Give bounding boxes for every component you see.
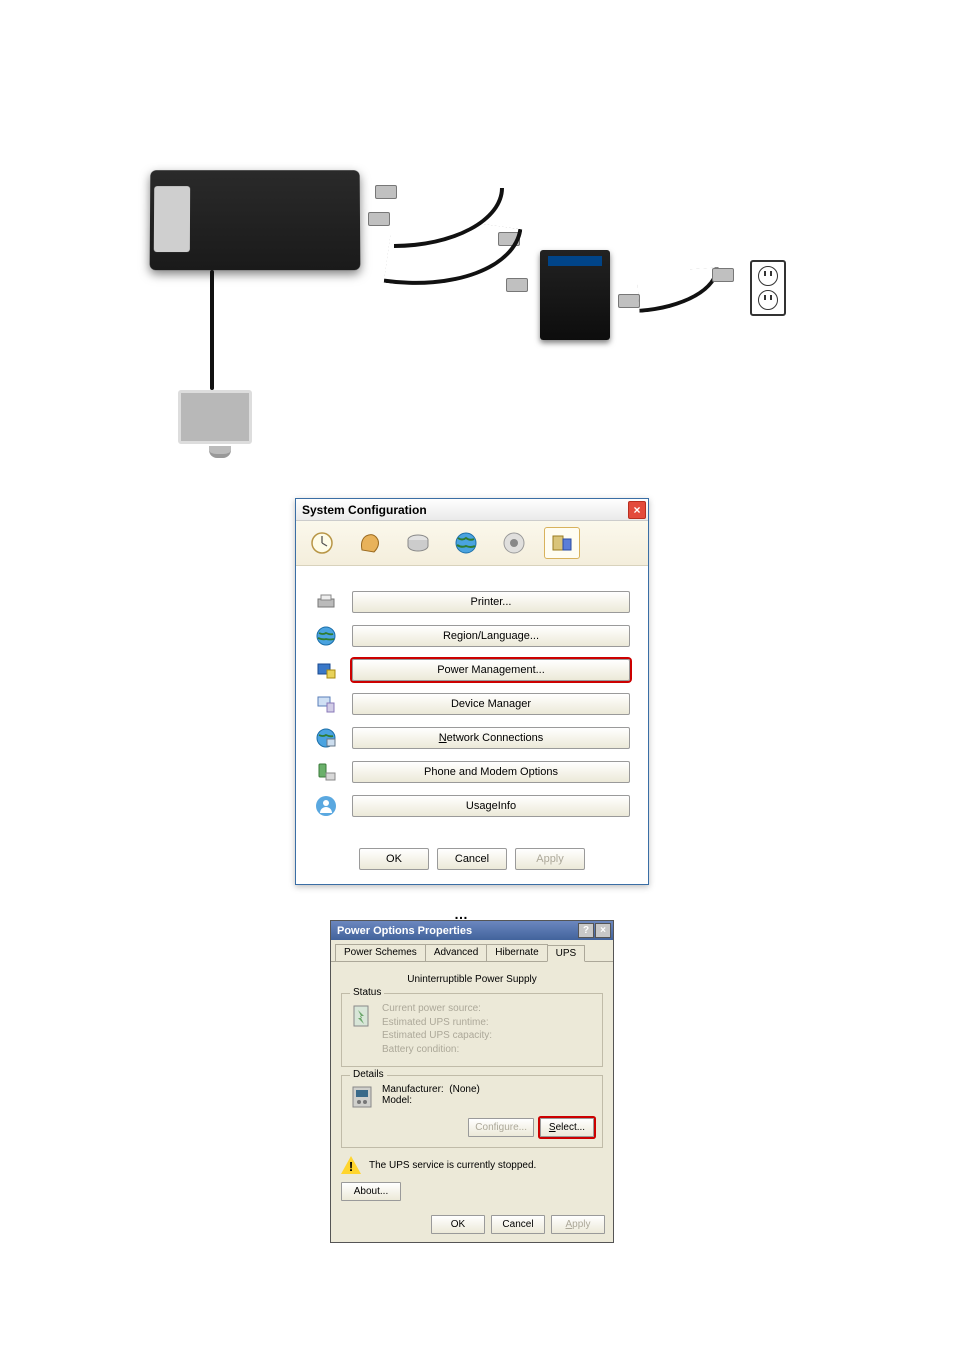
- hardware-diagram: [150, 160, 810, 440]
- plug-connector-icon: [368, 212, 390, 226]
- network-tab[interactable]: [448, 527, 484, 559]
- system-tab[interactable]: [544, 527, 580, 559]
- cable-arc3: [637, 267, 722, 313]
- plug-connector2-icon: [506, 278, 528, 292]
- status-groupbox: Status Current power source: Estimated U…: [341, 993, 603, 1067]
- clock-tab[interactable]: [304, 527, 340, 559]
- storage-tab[interactable]: [400, 527, 436, 559]
- row-device-manager: Device Manager: [314, 692, 630, 716]
- details-legend: Details: [350, 1069, 387, 1080]
- status-line: Estimated UPS runtime:: [382, 1016, 492, 1030]
- about-button[interactable]: About...: [341, 1182, 401, 1201]
- status-line: Current power source:: [382, 1002, 492, 1016]
- network-connections-button[interactable]: Network Connections: [352, 727, 630, 749]
- select-button[interactable]: Select...: [540, 1118, 594, 1137]
- cancel-button[interactable]: Cancel: [491, 1215, 545, 1234]
- model-label: Model:: [382, 1095, 412, 1106]
- apply-label-rest: pply: [572, 1219, 590, 1230]
- apply-button[interactable]: Apply: [515, 848, 585, 870]
- ups-device-icon: [350, 1084, 374, 1110]
- network-connections-icon: [314, 726, 338, 750]
- tab-hibernate[interactable]: Hibernate: [486, 944, 547, 961]
- globe-icon: [314, 624, 338, 648]
- ups-plug-icon: [618, 294, 640, 308]
- row-phone: Phone and Modem Options: [314, 760, 630, 784]
- dialog-footer: OK Cancel Apply: [331, 1209, 613, 1242]
- warning-row: ! The UPS service is currently stopped.: [341, 1156, 603, 1174]
- dialog-body: Printer... Region/Language... Power Mana…: [296, 566, 648, 838]
- cable-pc-monitor: [210, 270, 214, 390]
- usageinfo-icon: [314, 794, 338, 818]
- ok-button[interactable]: OK: [431, 1215, 485, 1234]
- accel-key: N: [439, 732, 447, 744]
- warning-icon: !: [341, 1156, 361, 1174]
- dialog-title: System Configuration: [302, 503, 427, 517]
- accel-key: S: [549, 1122, 556, 1133]
- wall-outlet-icon: [750, 260, 786, 316]
- dialog-footer: OK Cancel Apply: [296, 838, 648, 884]
- help-button[interactable]: ?: [578, 923, 594, 938]
- manufacturer-value: (None): [449, 1084, 480, 1095]
- tab-ups[interactable]: UPS: [547, 945, 586, 962]
- row-printer: Printer...: [314, 590, 630, 614]
- dialog-title: Power Options Properties: [337, 925, 472, 937]
- details-groupbox: Details Manufacturer: (None) Model: Conf…: [341, 1075, 603, 1148]
- printer-icon: [314, 590, 338, 614]
- display-tab[interactable]: [352, 527, 388, 559]
- device-manager-button[interactable]: Device Manager: [352, 693, 630, 715]
- system-configuration-dialog: System Configuration × Printer... Region…: [295, 498, 649, 885]
- battery-status-icon: [350, 1002, 374, 1056]
- network-label-rest: etwork Connections: [447, 732, 544, 744]
- cancel-button[interactable]: Cancel: [437, 848, 507, 870]
- row-usageinfo: UsageInfo: [314, 794, 630, 818]
- power-management-button[interactable]: Power Management...: [352, 659, 630, 681]
- row-region: Region/Language...: [314, 624, 630, 648]
- tab-content: Uninterruptible Power Supply Status Curr…: [331, 962, 613, 1209]
- tab-advanced[interactable]: Advanced: [425, 944, 487, 961]
- tab-strip: [296, 521, 648, 566]
- monitor-icon: [178, 390, 262, 464]
- wall-plug-icon: [712, 268, 734, 282]
- device-manager-icon: [314, 692, 338, 716]
- tab-row: Power Schemes Advanced Hibernate UPS: [331, 940, 613, 962]
- ok-button[interactable]: OK: [359, 848, 429, 870]
- printer-button[interactable]: Printer...: [352, 591, 630, 613]
- manufacturer-label: Manufacturer:: [382, 1084, 444, 1095]
- section-heading: Uninterruptible Power Supply: [341, 974, 603, 985]
- region-language-button[interactable]: Region/Language...: [352, 625, 630, 647]
- cable-arc2: [384, 211, 523, 300]
- ups-device-icon: [540, 250, 610, 340]
- tab-power-schemes[interactable]: Power Schemes: [335, 944, 426, 961]
- apply-button[interactable]: Apply: [551, 1215, 605, 1234]
- phone-modem-button[interactable]: Phone and Modem Options: [352, 761, 630, 783]
- sound-tab[interactable]: [496, 527, 532, 559]
- warning-text: The UPS service is currently stopped.: [369, 1160, 536, 1171]
- close-button[interactable]: ×: [628, 501, 646, 519]
- power-management-icon: [314, 658, 338, 682]
- row-network: Network Connections: [314, 726, 630, 750]
- usageinfo-button[interactable]: UsageInfo: [352, 795, 630, 817]
- status-legend: Status: [350, 987, 384, 998]
- configure-button[interactable]: Configure...: [468, 1118, 534, 1137]
- power-options-dialog: Power Options Properties ? × Power Schem…: [330, 920, 614, 1243]
- row-power: Power Management...: [314, 658, 630, 682]
- close-button[interactable]: ×: [595, 923, 611, 938]
- dialog-titlebar: Power Options Properties ? ×: [331, 921, 613, 940]
- status-line: Battery condition:: [382, 1043, 492, 1057]
- accel-key: A: [565, 1219, 572, 1230]
- status-lines: Current power source: Estimated UPS runt…: [382, 1002, 492, 1056]
- pc-tower-icon: [150, 170, 361, 270]
- status-line: Estimated UPS capacity:: [382, 1029, 492, 1043]
- select-label-rest: elect...: [556, 1122, 585, 1133]
- phone-modem-icon: [314, 760, 338, 784]
- dialog-titlebar: System Configuration ×: [296, 499, 648, 521]
